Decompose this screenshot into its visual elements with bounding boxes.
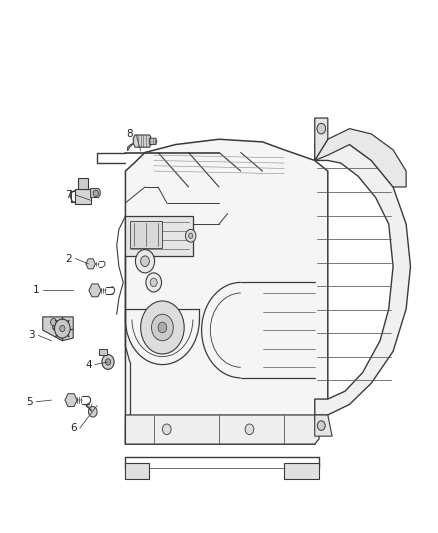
Polygon shape [284, 463, 319, 479]
Text: 1: 1 [33, 285, 39, 295]
Text: 5: 5 [26, 397, 33, 407]
Circle shape [188, 233, 193, 238]
Circle shape [141, 301, 184, 354]
Polygon shape [65, 394, 77, 407]
Polygon shape [125, 216, 193, 256]
Circle shape [54, 319, 70, 338]
Text: 6: 6 [70, 423, 77, 433]
Polygon shape [315, 128, 406, 187]
Circle shape [317, 123, 325, 134]
Polygon shape [315, 415, 332, 436]
Text: 8: 8 [127, 129, 133, 139]
Polygon shape [315, 139, 410, 415]
Circle shape [102, 354, 114, 369]
Polygon shape [91, 189, 100, 198]
Polygon shape [125, 139, 328, 444]
Polygon shape [86, 259, 95, 269]
Polygon shape [315, 118, 328, 160]
Polygon shape [89, 284, 101, 297]
Circle shape [93, 190, 99, 197]
Circle shape [141, 256, 149, 266]
Circle shape [50, 318, 57, 326]
Polygon shape [78, 178, 88, 189]
Circle shape [245, 424, 254, 434]
Polygon shape [43, 317, 73, 341]
Polygon shape [125, 415, 319, 444]
Polygon shape [149, 138, 157, 144]
Polygon shape [99, 349, 107, 354]
Circle shape [135, 249, 155, 273]
Text: 3: 3 [28, 330, 35, 341]
Circle shape [162, 424, 171, 434]
Circle shape [60, 325, 65, 332]
Polygon shape [125, 463, 149, 479]
Text: 4: 4 [85, 360, 92, 369]
Circle shape [318, 421, 325, 430]
Text: 2: 2 [66, 254, 72, 263]
Circle shape [106, 359, 111, 365]
Circle shape [88, 407, 97, 417]
Polygon shape [130, 221, 162, 248]
Circle shape [185, 229, 196, 242]
Polygon shape [75, 189, 91, 205]
Polygon shape [127, 143, 133, 151]
Text: 7: 7 [66, 190, 72, 200]
Circle shape [52, 326, 55, 329]
Circle shape [150, 278, 157, 287]
Circle shape [152, 314, 173, 341]
Circle shape [146, 273, 162, 292]
Polygon shape [133, 135, 151, 147]
Circle shape [158, 322, 167, 333]
